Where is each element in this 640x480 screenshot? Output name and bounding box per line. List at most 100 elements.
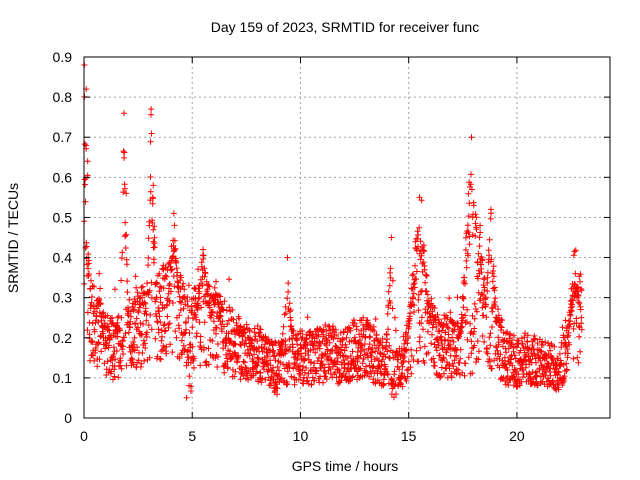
data-point (135, 308, 142, 314)
data-point (319, 361, 326, 368)
data-point (156, 288, 163, 295)
data-point (160, 285, 167, 292)
data-point (224, 321, 231, 328)
data-point (323, 336, 330, 343)
data-point (84, 158, 91, 165)
data-point (138, 284, 145, 291)
data-point (302, 355, 309, 362)
data-point (430, 355, 437, 362)
data-point (134, 324, 141, 331)
data-point (483, 314, 490, 321)
data-point (176, 298, 183, 305)
data-point (484, 274, 491, 281)
data-point (190, 364, 197, 371)
data-point (229, 316, 235, 322)
data-point (284, 254, 291, 261)
data-point (148, 326, 155, 333)
data-point (316, 345, 323, 352)
data-point (484, 279, 491, 286)
data-point (446, 365, 453, 372)
data-point (104, 312, 111, 319)
data-point (437, 374, 443, 381)
data-point (497, 351, 504, 358)
data-point (91, 283, 97, 290)
data-point (130, 339, 137, 345)
data-point (429, 331, 435, 338)
data-point (112, 286, 118, 293)
data-point (487, 358, 493, 365)
data-point (472, 220, 479, 227)
data-point (238, 369, 244, 376)
data-point (475, 250, 482, 257)
data-point (468, 186, 475, 193)
data-point (577, 285, 584, 292)
data-point (111, 373, 118, 380)
data-point (563, 343, 569, 350)
data-point (311, 377, 318, 384)
data-point (552, 385, 559, 392)
data-point (300, 363, 306, 370)
data-point (334, 366, 341, 373)
data-point (529, 342, 536, 349)
data-point (210, 318, 217, 325)
data-point (137, 320, 144, 327)
data-points (81, 62, 585, 401)
data-point (359, 360, 366, 367)
data-point (180, 280, 187, 287)
y-tick-label: 0.1 (53, 370, 73, 386)
data-point (576, 333, 583, 340)
data-point (564, 366, 570, 373)
data-point (201, 344, 207, 351)
data-point (170, 210, 177, 217)
data-point (498, 324, 505, 331)
data-point (115, 313, 122, 320)
y-tick-label: 0.4 (53, 250, 73, 266)
data-point (133, 315, 140, 322)
data-point (389, 305, 396, 312)
data-point (315, 331, 322, 338)
data-point (211, 284, 218, 291)
data-point (333, 343, 340, 350)
data-point (83, 243, 90, 250)
data-point (97, 300, 104, 307)
data-point (113, 348, 120, 354)
data-point (157, 319, 164, 326)
data-point (156, 313, 163, 320)
data-point (221, 323, 227, 330)
data-point (214, 364, 221, 370)
data-point (294, 341, 301, 348)
data-point (468, 171, 474, 178)
data-point (369, 363, 376, 370)
data-point (559, 324, 566, 331)
data-point (120, 351, 127, 357)
data-point (415, 307, 422, 314)
data-point (212, 296, 219, 303)
data-point (570, 252, 577, 259)
data-point (109, 314, 115, 321)
data-point (551, 343, 558, 350)
data-point (291, 381, 298, 388)
data-point (504, 367, 511, 373)
data-point (101, 320, 108, 327)
data-point (340, 357, 347, 363)
data-point (352, 338, 359, 344)
data-point (456, 360, 463, 366)
data-point (120, 189, 127, 196)
data-point (110, 344, 117, 351)
data-point (288, 373, 295, 380)
data-point (287, 307, 294, 313)
data-point (438, 337, 445, 344)
data-point (131, 347, 138, 354)
data-point (574, 354, 581, 361)
data-point (401, 353, 408, 360)
data-point (121, 154, 128, 161)
data-point (555, 368, 562, 375)
data-point (254, 354, 261, 361)
data-point (472, 211, 479, 218)
data-point (484, 346, 490, 353)
data-point (382, 353, 389, 360)
data-point (147, 312, 154, 318)
data-point (185, 282, 192, 289)
data-point (131, 306, 138, 313)
data-point (354, 358, 361, 365)
